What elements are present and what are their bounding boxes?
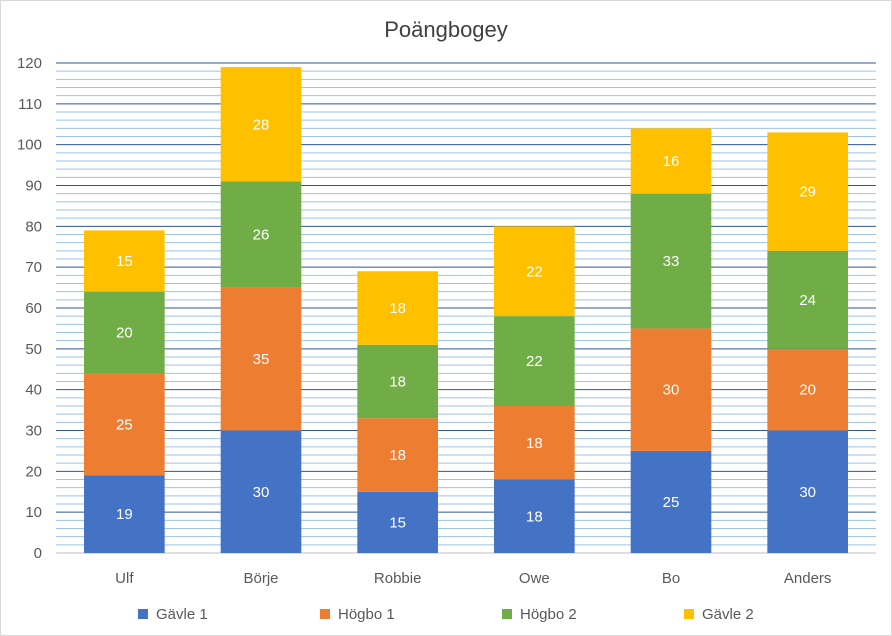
- y-tick-label: 20: [25, 463, 42, 480]
- legend-label: Högbo 2: [520, 606, 577, 623]
- data-label: 18: [389, 300, 406, 317]
- data-label: 22: [526, 353, 543, 370]
- bar-segment: [220, 430, 302, 553]
- y-tick-label: 0: [34, 545, 42, 562]
- data-label: 30: [253, 484, 270, 501]
- bar-segment: [220, 181, 302, 288]
- y-tick-label: 10: [25, 504, 42, 521]
- data-label: 28: [253, 116, 270, 133]
- y-tick-label: 120: [17, 55, 42, 72]
- y-tick-label: 60: [25, 300, 42, 317]
- data-labels: 19 25 20 15 30 35 26 28 15 18 18 18 18 18 22 22 25 30 33 16…: [116, 116, 816, 531]
- data-label: 19: [116, 506, 133, 523]
- x-tick-label: Ulf: [115, 570, 134, 587]
- y-tick-label: 30: [25, 423, 42, 440]
- y-tick-label: 70: [25, 259, 42, 276]
- data-label: 30: [663, 382, 680, 399]
- y-tick-label: 110: [18, 96, 42, 113]
- legend-item: Högbo 2: [502, 606, 577, 623]
- legend-item: Högbo 1: [320, 606, 395, 623]
- bar-segment: [630, 450, 712, 553]
- bar-segment: [357, 271, 438, 345]
- data-label: 18: [526, 435, 543, 452]
- data-label: 18: [526, 508, 543, 525]
- data-label: 30: [799, 484, 816, 501]
- data-label: 18: [389, 447, 406, 464]
- bar-segment: [84, 475, 165, 553]
- x-tick-label: Owe: [519, 570, 550, 587]
- data-label: 20: [116, 325, 133, 342]
- bars: [84, 67, 848, 553]
- bar-segment: [767, 250, 848, 349]
- bar-segment: [84, 230, 165, 292]
- data-label: 24: [799, 292, 816, 309]
- data-label: 22: [526, 263, 543, 280]
- bar-segment: [357, 344, 438, 419]
- bar-segment: [494, 316, 575, 406]
- bar-segment: [494, 226, 575, 317]
- legend-label: Högbo 1: [338, 606, 395, 623]
- y-tick-label: 90: [25, 178, 42, 195]
- legend-swatch: [138, 609, 148, 619]
- legend: Gävle 1 Högbo 1 Högbo 2 Gävle 2: [138, 606, 754, 623]
- bar-segment: [220, 287, 302, 431]
- bar-segment: [767, 348, 848, 431]
- y-axis-ticks: 0 10 20 30 40 50 60 70 80 90 100 110 120: [17, 55, 42, 562]
- x-tick-label: Bo: [662, 570, 680, 587]
- x-axis: Ulf Börje Robbie Owe Bo Anders: [115, 570, 831, 587]
- bar-segment: [630, 193, 712, 329]
- bar-segment: [767, 430, 848, 553]
- bar-segment: [357, 418, 438, 492]
- gridlines: [56, 62, 876, 554]
- data-label: 15: [389, 514, 406, 531]
- x-tick-label: Anders: [784, 570, 832, 587]
- data-label: 18: [389, 374, 406, 391]
- bar-segment: [767, 132, 848, 251]
- legend-swatch: [684, 609, 694, 619]
- data-label: 25: [116, 416, 133, 433]
- bar-segment: [630, 128, 712, 194]
- y-tick-label: 80: [25, 218, 42, 235]
- data-label: 33: [663, 253, 680, 270]
- data-label: 20: [799, 382, 816, 399]
- bar-segment: [357, 491, 438, 553]
- data-label: 15: [116, 253, 133, 270]
- data-label: 29: [799, 184, 816, 201]
- data-label: 16: [663, 153, 680, 170]
- data-label: 25: [663, 494, 680, 511]
- chart-title: Poängbogey: [384, 17, 508, 42]
- data-label: 35: [253, 351, 270, 368]
- x-tick-label: Börje: [243, 570, 278, 587]
- bar-segment: [84, 291, 165, 374]
- bar-segment: [630, 328, 712, 451]
- bar-segment: [494, 406, 575, 480]
- legend-label: Gävle 1: [156, 606, 208, 623]
- y-tick-label: 50: [25, 341, 42, 358]
- y-tick-label: 40: [25, 382, 42, 399]
- legend-label: Gävle 2: [702, 606, 754, 623]
- bar-segment: [220, 67, 302, 182]
- bar-segment: [84, 373, 165, 476]
- bar-segment: [494, 479, 575, 553]
- legend-swatch: [320, 609, 330, 619]
- legend-swatch: [502, 609, 512, 619]
- legend-item: Gävle 1: [138, 606, 208, 623]
- x-tick-label: Robbie: [374, 570, 422, 587]
- data-label: 26: [253, 227, 270, 244]
- legend-item: Gävle 2: [684, 606, 754, 623]
- y-tick-label: 100: [17, 137, 42, 154]
